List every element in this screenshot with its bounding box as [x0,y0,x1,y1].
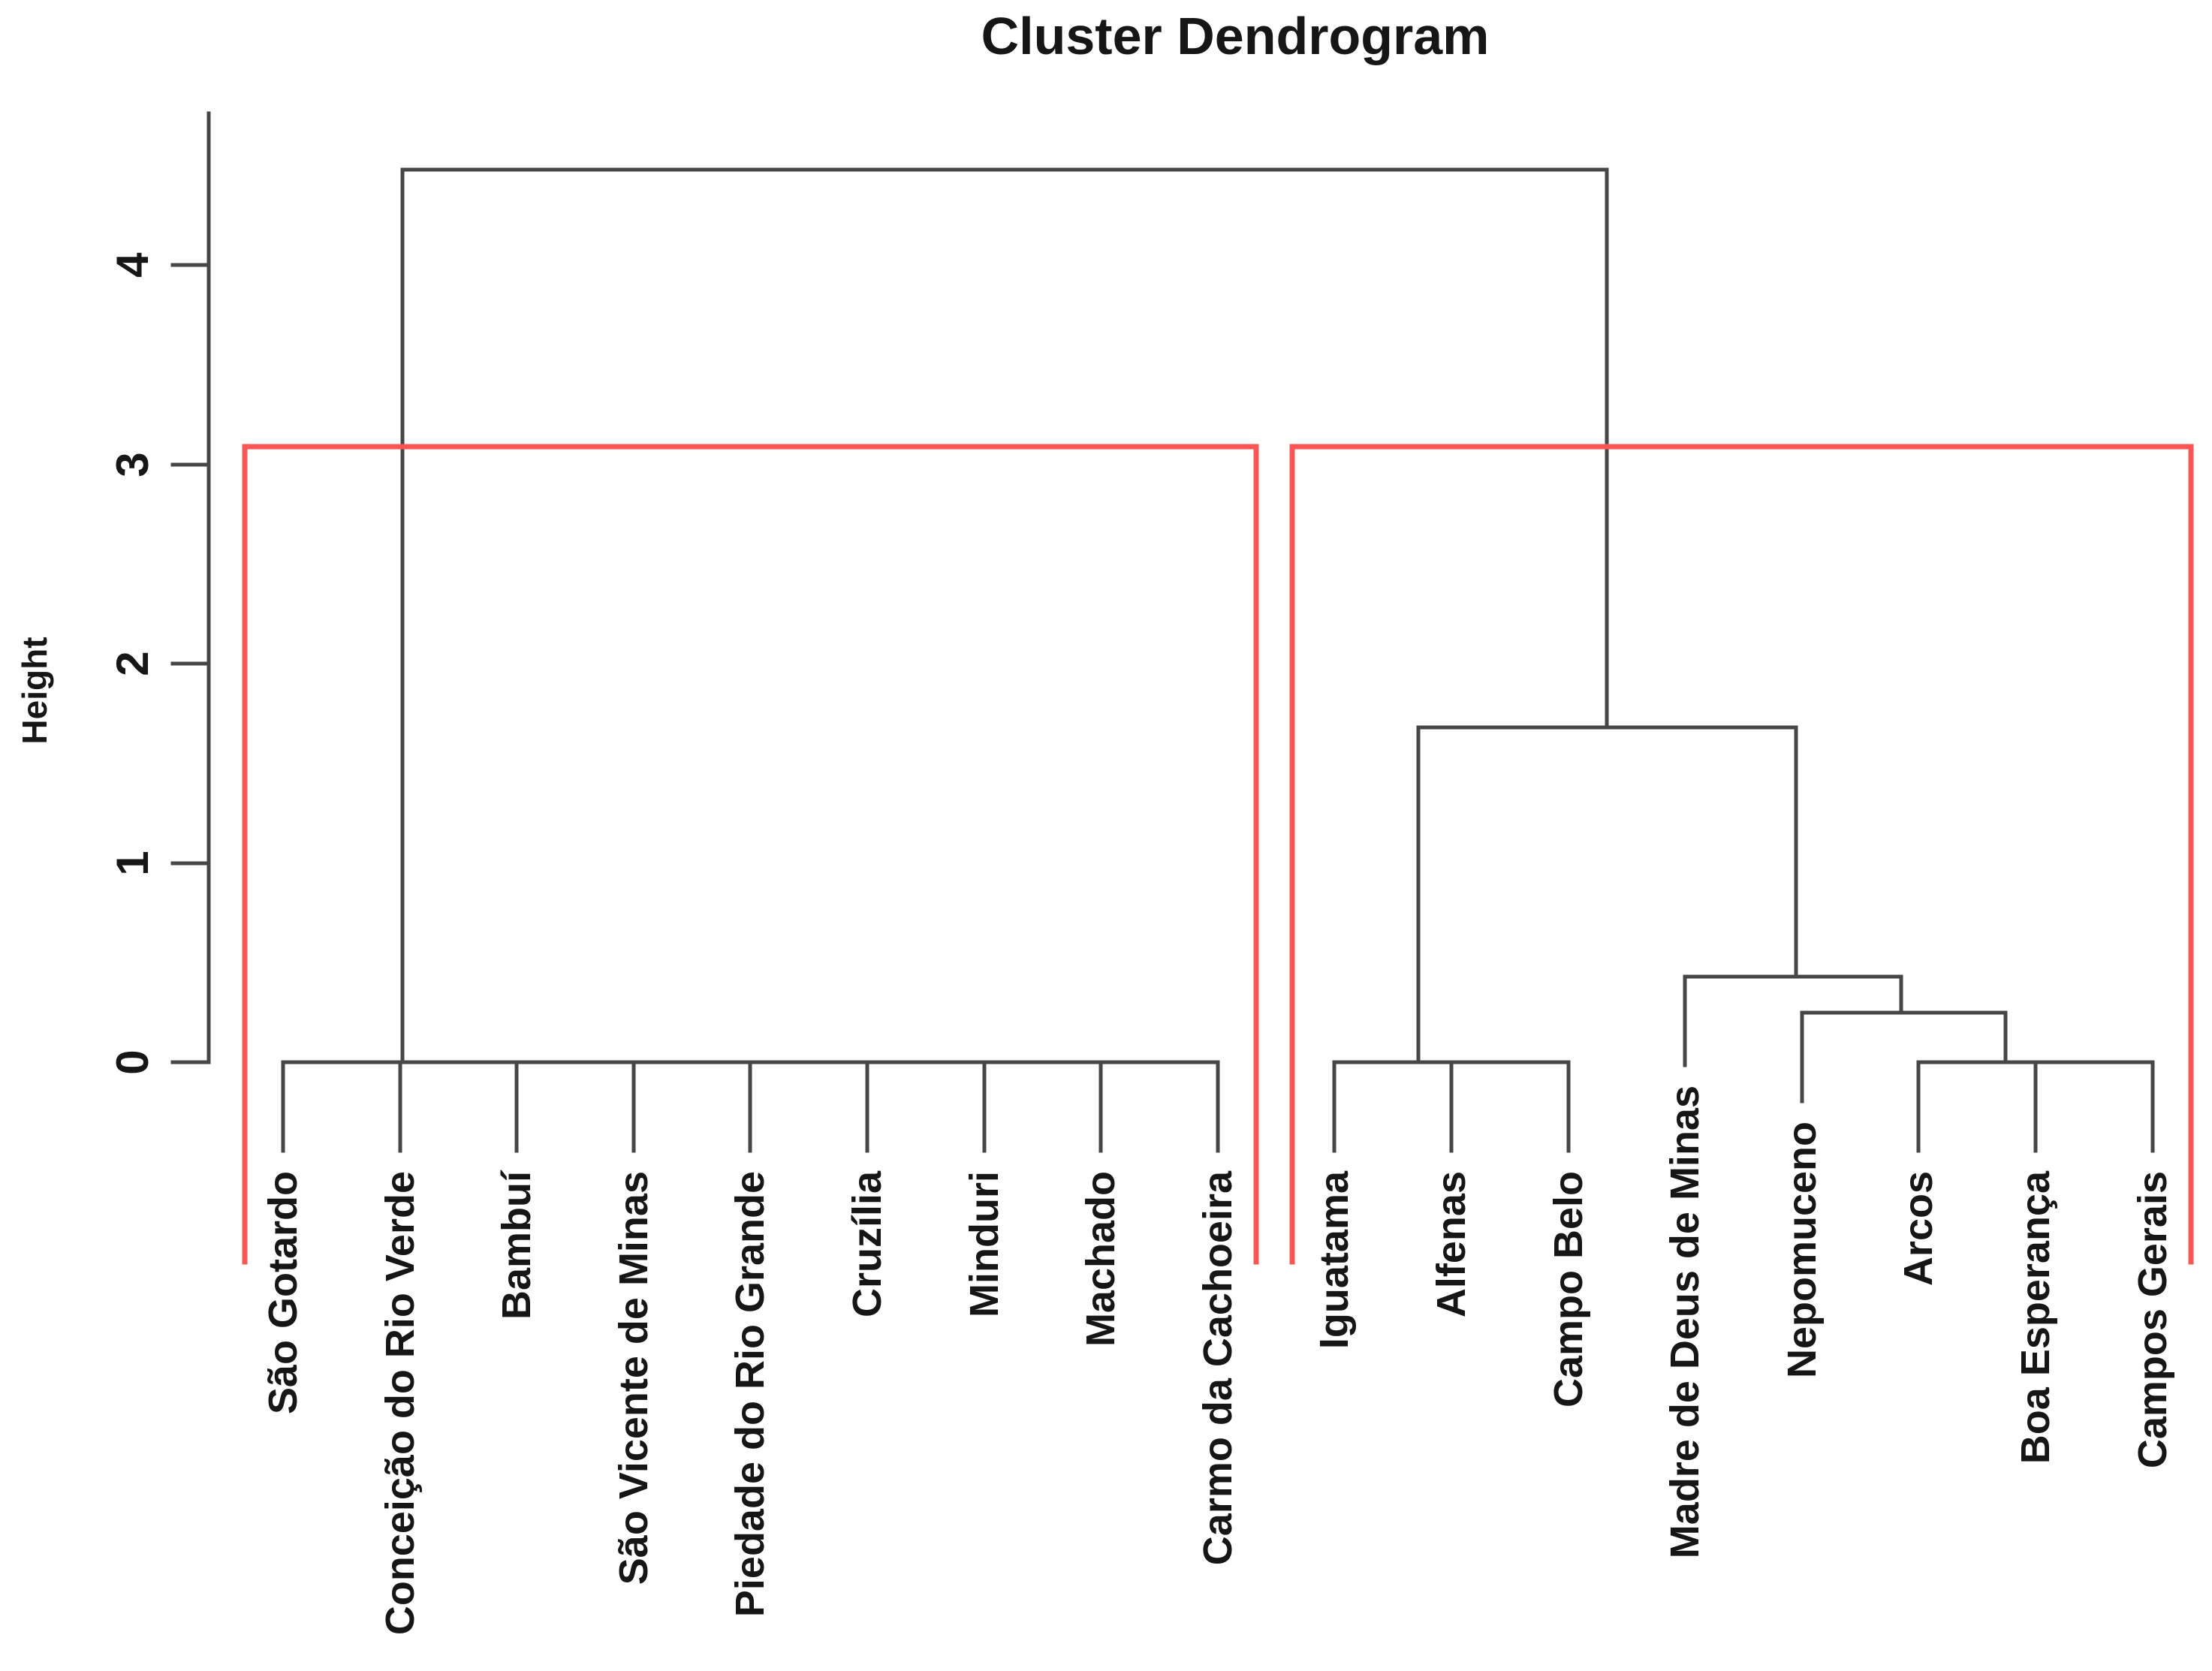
cluster-boxes [242,444,2194,1265]
y-tick-label: 4 [107,252,158,278]
leaf-label: São Gotardo [261,1171,306,1415]
y-axis [170,111,211,1064]
leaf-label: Carmo da Cachoeira [1195,1171,1240,1566]
leaf-label: Campo Belo [1546,1171,1591,1408]
leaf-label: Iguatama [1312,1171,1357,1350]
tree-links [281,167,2155,1153]
leaf-label: Madre de Deus de Minas [1662,1085,1707,1559]
leaf-label: Cruzília [845,1171,890,1318]
leaf-label: Nepomuceno [1780,1122,1825,1379]
leaf-label: Bambuí [494,1171,539,1320]
leaf-label: Minduri [962,1171,1007,1317]
leaf-label: Campos Gerais [2130,1171,2175,1469]
leaf-label: Alfenas [1429,1171,1474,1318]
leaf-label: Machado [1078,1171,1123,1347]
leaf-label: Conceição do Rio Verde [378,1171,423,1636]
leaf-label: Arcos [1896,1171,1941,1287]
y-tick-label: 3 [107,452,158,477]
leaf-label: São Vicente de Minas [611,1171,656,1585]
y-tick-label: 2 [107,651,158,676]
y-tick-label: 1 [107,851,158,876]
y-tick-label: 0 [107,1049,158,1075]
chart-title: Cluster Dendrogram [981,7,1490,65]
leaf-label: Piedade do Rio Grande [728,1171,773,1618]
leaf-label: Boa Esperança [2013,1171,2058,1465]
